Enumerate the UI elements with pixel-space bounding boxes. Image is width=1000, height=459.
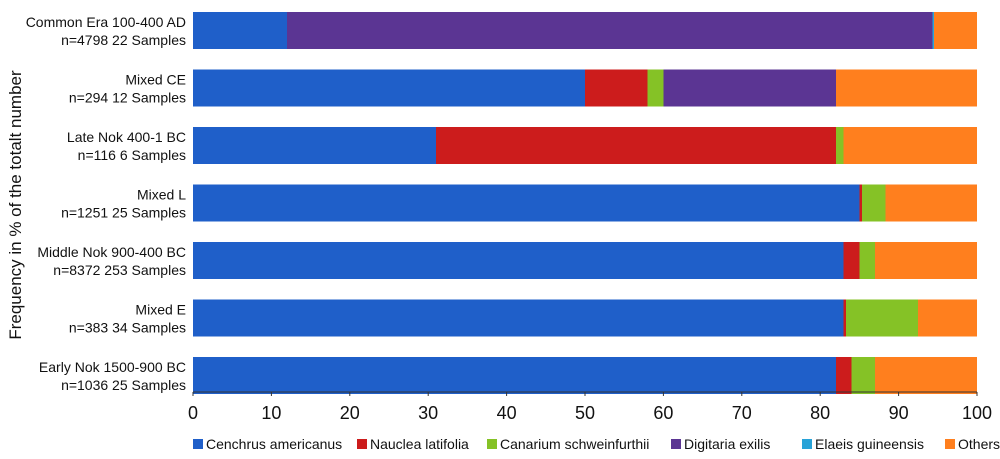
bar-segment-7-2 — [835, 357, 852, 394]
category-sample-label: n=1036 25 Samples — [61, 377, 186, 393]
bar-segment-7-6 — [875, 357, 977, 394]
category-sample-label: n=1251 25 Samples — [61, 205, 186, 221]
bar-segment-5-3 — [859, 242, 876, 279]
legend-swatch — [802, 439, 812, 449]
category-label: Late Nok 400-1 BC — [67, 129, 186, 145]
x-tick-label: 20 — [340, 403, 360, 423]
bar-segment-7-3 — [851, 357, 876, 394]
bar-segment-6-6 — [918, 299, 977, 337]
bar-segment-4-1 — [193, 184, 860, 222]
x-tick-label: 80 — [810, 403, 830, 423]
bar-segment-1-5 — [932, 12, 934, 49]
x-tick-label: 90 — [889, 403, 909, 423]
bars-group — [193, 12, 977, 394]
legend-swatch — [357, 439, 367, 449]
legend-swatch — [671, 439, 681, 449]
bar-segment-4-6 — [885, 184, 977, 222]
x-tick-label: 30 — [418, 403, 438, 423]
category-label: Mixed L — [137, 187, 186, 203]
category-sample-label: n=4798 22 Samples — [61, 32, 186, 48]
x-tick-label: 0 — [188, 403, 198, 423]
category-sample-label: n=8372 253 Samples — [53, 262, 186, 278]
category-sample-label: n=383 34 Samples — [69, 320, 186, 336]
bar-segment-6-2 — [843, 299, 847, 337]
bar-segment-3-3 — [835, 127, 844, 164]
category-label: Mixed E — [135, 302, 186, 318]
legend-swatch — [945, 439, 955, 449]
bar-segment-6-1 — [193, 299, 844, 337]
category-labels: Common Era 100-400 AD n=4798 22 Samples Mi… — [26, 14, 187, 393]
bar-segment-2-2 — [585, 69, 648, 107]
category-label: Mixed CE — [125, 72, 186, 88]
legend-label: Cenchrus americanus — [206, 436, 342, 452]
legend-label: Nauclea latifolia — [370, 436, 469, 452]
x-tick-label: 10 — [261, 403, 281, 423]
legend: Cenchrus americanus Nauclea latifolia Cana… — [193, 436, 1000, 452]
category-sample-label: n=116 6 Samples — [78, 147, 186, 163]
bar-segment-4-2 — [859, 184, 862, 222]
bar-segment-4-3 — [861, 184, 886, 222]
bar-segment-5-2 — [843, 242, 860, 279]
bar-segment-3-6 — [843, 127, 977, 164]
category-sample-label: n=294 12 Samples — [69, 90, 186, 106]
bar-segment-2-1 — [193, 69, 585, 107]
legend-swatch — [193, 439, 203, 449]
bar-segment-2-3 — [647, 69, 664, 107]
bar-segment-6-3 — [846, 299, 919, 337]
x-tick-label: 60 — [653, 403, 673, 423]
x-tick-label: 50 — [575, 403, 595, 423]
x-tick-label: 70 — [732, 403, 752, 423]
bar-segment-3-2 — [436, 127, 836, 164]
bar-segment-5-6 — [875, 242, 977, 279]
legend-label: Elaeis guineensis — [815, 436, 924, 452]
bar-segment-3-1 — [193, 127, 437, 164]
bar-segment-1-4 — [287, 12, 933, 49]
bar-segment-2-6 — [835, 69, 977, 107]
x-axis: 0 10 20 30 40 50 60 70 80 90 100 — [188, 391, 992, 423]
legend-label: Others — [958, 436, 1000, 452]
bar-segment-1-6 — [933, 12, 977, 49]
y-axis-label: Frequency in % of the totalt number — [6, 70, 25, 340]
legend-label: Canarium schweinfurthii — [500, 436, 649, 452]
category-label: Common Era 100-400 AD — [26, 14, 186, 30]
legend-label: Digitaria exilis — [684, 436, 770, 452]
legend-swatch — [487, 439, 497, 449]
bar-segment-5-1 — [193, 242, 844, 279]
x-tick-label: 40 — [497, 403, 517, 423]
bar-segment-1-1 — [193, 12, 288, 49]
x-tick-label: 100 — [962, 403, 992, 423]
category-label: Middle Nok 900-400 BC — [37, 244, 186, 260]
bar-segment-2-4 — [663, 69, 836, 107]
bar-segment-7-1 — [193, 357, 836, 394]
category-label: Early Nok 1500-900 BC — [39, 359, 186, 375]
